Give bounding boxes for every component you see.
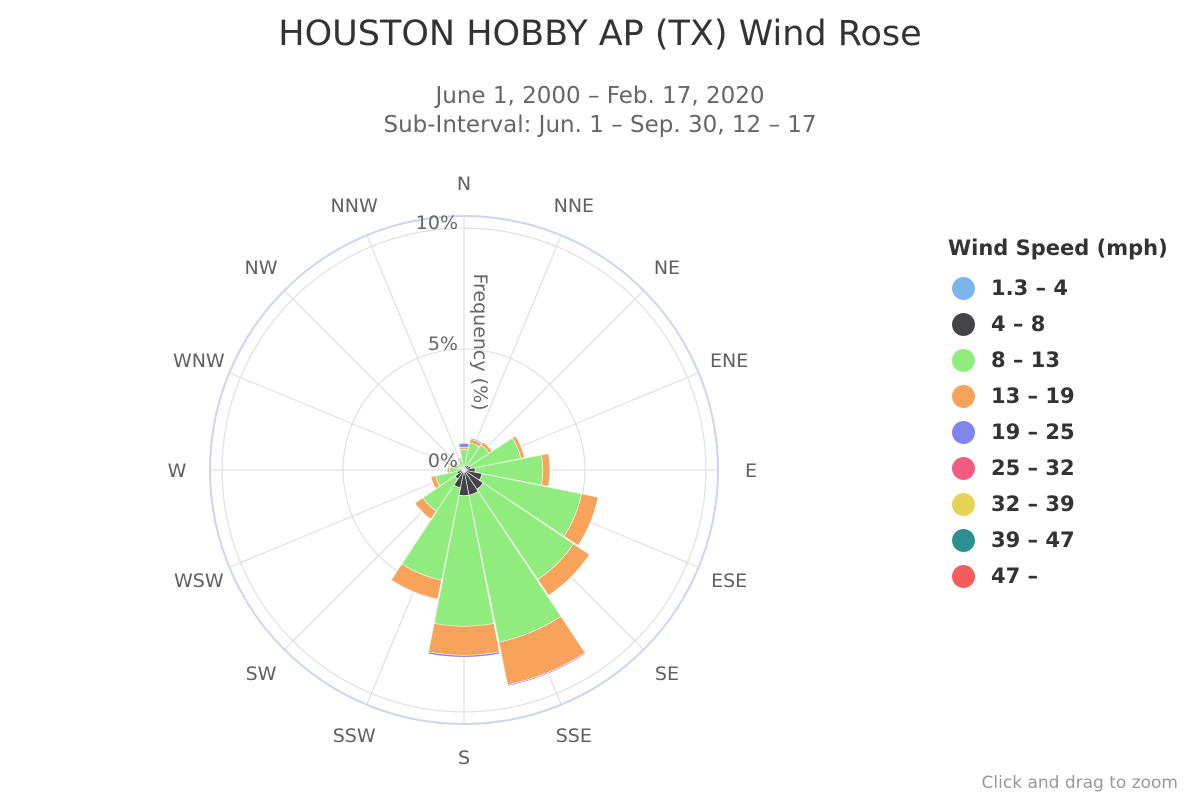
bar-SE-speed-4 bbox=[548, 554, 591, 597]
legend-label: 4 – 8 bbox=[991, 312, 1046, 336]
direction-label-SE: SE bbox=[655, 663, 679, 685]
bar-SW-speed-4 bbox=[414, 502, 432, 520]
bar-N-speed-4 bbox=[458, 443, 470, 448]
direction-label-WSW: WSW bbox=[174, 570, 224, 592]
legend-swatch bbox=[952, 528, 975, 552]
legend-item[interactable]: 19 – 25 bbox=[948, 414, 1168, 450]
legend-swatch bbox=[952, 384, 975, 408]
bar-SSE-speed-4 bbox=[507, 652, 587, 687]
legend-item[interactable]: 47 – bbox=[948, 558, 1168, 594]
legend-swatch bbox=[952, 492, 975, 516]
radial-tick-label-10: 10% bbox=[416, 212, 458, 234]
legend-label: 1.3 – 4 bbox=[991, 276, 1068, 300]
outer-frame bbox=[209, 215, 719, 725]
spoke-NNE bbox=[463, 235, 562, 471]
bar-WSW-speed-4 bbox=[429, 476, 437, 490]
bar-W-speed-4 bbox=[446, 466, 448, 474]
legend-swatch bbox=[952, 312, 975, 336]
bar-S-speed-3 bbox=[428, 623, 500, 656]
spoke-NW bbox=[283, 289, 465, 471]
legend-title: Wind Speed (mph) bbox=[948, 236, 1168, 260]
bar-SSW-speed-4 bbox=[390, 579, 439, 601]
bar-NNW-speed-4 bbox=[456, 457, 463, 461]
legend-item[interactable]: 25 – 32 bbox=[948, 450, 1168, 486]
bar-ESE-speed-4 bbox=[577, 496, 600, 547]
legend-label: 13 – 19 bbox=[991, 384, 1075, 408]
spoke-WSW bbox=[229, 469, 465, 568]
bar-WNW-speed-4 bbox=[451, 462, 455, 468]
direction-label-W: W bbox=[168, 460, 187, 482]
legend-swatch bbox=[952, 348, 975, 372]
chart-subtitle: June 1, 2000 – Feb. 17, 2020 Sub-Interva… bbox=[0, 82, 1200, 140]
legend: Wind Speed (mph) 1.3 – 4 4 – 8 8 – 13 13 – … bbox=[948, 236, 1168, 594]
direction-label-S: S bbox=[458, 747, 470, 769]
direction-label-WNW: WNW bbox=[173, 350, 225, 372]
legend-items: 1.3 – 4 4 – 8 8 – 13 13 – 19 19 – 25 25 – 32 3… bbox=[948, 270, 1168, 594]
zoom-hint: Click and drag to zoom bbox=[981, 773, 1178, 793]
direction-label-N: N bbox=[457, 173, 471, 195]
bar-E-speed-4 bbox=[548, 453, 551, 487]
bar-E-speed-3 bbox=[541, 453, 551, 487]
legend-item[interactable]: 13 – 19 bbox=[948, 378, 1168, 414]
legend-swatch bbox=[952, 276, 975, 300]
legend-item[interactable]: 4 – 8 bbox=[948, 306, 1168, 342]
legend-swatch bbox=[952, 564, 975, 588]
direction-label-SSE: SSE bbox=[556, 725, 592, 747]
direction-label-NE: NE bbox=[654, 257, 680, 279]
wind-rose-bars bbox=[390, 435, 600, 687]
direction-label-NNW: NNW bbox=[331, 195, 378, 217]
direction-label-SSW: SSW bbox=[333, 725, 376, 747]
legend-label: 19 – 25 bbox=[991, 420, 1075, 444]
subtitle-sub-interval: Sub-Interval: Jun. 1 – Sep. 30, 12 – 17 bbox=[383, 112, 817, 138]
bar-ENE-speed-4 bbox=[515, 435, 526, 459]
legend-label: 39 – 47 bbox=[991, 528, 1075, 552]
spoke-NNW bbox=[366, 235, 465, 471]
radial-tick-label-5: 5% bbox=[428, 333, 458, 355]
legend-swatch bbox=[952, 456, 975, 480]
legend-item[interactable]: 1.3 – 4 bbox=[948, 270, 1168, 306]
polar-labels: N NNE NE ENE E ESE SE SSE S SSW SW WSW W WNW NW NNW 0% 5%… bbox=[168, 173, 757, 769]
direction-label-ESE: ESE bbox=[711, 570, 747, 592]
legend-item[interactable]: 32 – 39 bbox=[948, 486, 1168, 522]
legend-item[interactable]: 8 – 13 bbox=[948, 342, 1168, 378]
direction-label-ENE: ENE bbox=[710, 350, 748, 372]
spoke-WNW bbox=[229, 372, 465, 471]
direction-label-E: E bbox=[745, 460, 757, 482]
bar-S-speed-4 bbox=[427, 651, 501, 658]
spoke-NE bbox=[463, 289, 645, 471]
direction-label-NNE: NNE bbox=[554, 195, 594, 217]
radial-axis-title: Frequency (%) bbox=[469, 273, 491, 410]
radial-tick-label-0: 0% bbox=[428, 450, 458, 472]
legend-swatch bbox=[952, 420, 975, 444]
legend-item[interactable]: 39 – 47 bbox=[948, 522, 1168, 558]
subtitle-date-range: June 1, 2000 – Feb. 17, 2020 bbox=[435, 83, 765, 109]
direction-label-SW: SW bbox=[246, 663, 277, 685]
direction-label-NW: NW bbox=[245, 257, 278, 279]
legend-label: 25 – 32 bbox=[991, 456, 1075, 480]
legend-label: 47 – bbox=[991, 564, 1039, 588]
legend-label: 8 – 13 bbox=[991, 348, 1060, 372]
chart-title: HOUSTON HOBBY AP (TX) Wind Rose bbox=[278, 14, 922, 54]
legend-label: 32 – 39 bbox=[991, 492, 1075, 516]
